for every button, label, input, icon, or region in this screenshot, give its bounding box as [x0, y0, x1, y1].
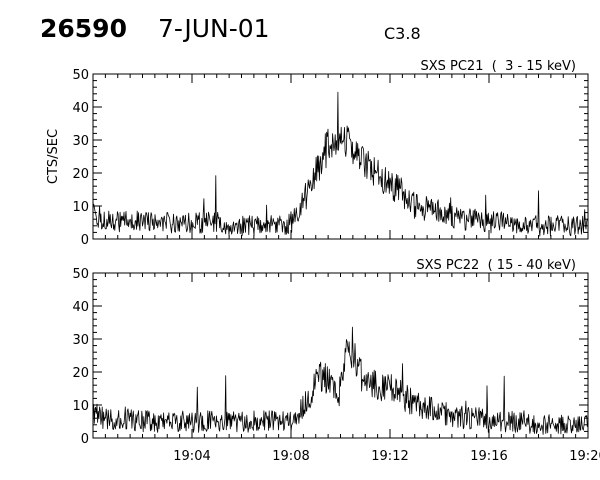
- y-tick-label: 50: [72, 267, 89, 282]
- y-tick-label: 40: [72, 101, 89, 116]
- y-tick-label: 30: [72, 333, 89, 348]
- chart-panel-1: 0 10 20 30 40 50 SXS PC21 ( 3 - 15 keV) CTS/SEC: [46, 59, 589, 248]
- y-tick-label: 30: [72, 134, 89, 149]
- y-axis-label: CTS/SEC: [46, 129, 61, 184]
- y-tick-label: 50: [72, 68, 89, 83]
- x-tick-label: 19:16: [470, 449, 507, 464]
- y-tick-label: 10: [72, 200, 89, 215]
- chart-panel-2: 0 10 20 30 40 50 19:04 19:08 19:12 19:16 19:20 SXS …: [72, 258, 600, 464]
- x-tick-label: 19:20: [569, 449, 600, 464]
- y-tick-label: 0: [81, 233, 89, 248]
- series-line: [92, 326, 588, 435]
- event-id: 26590: [40, 14, 127, 43]
- y-tick-label: 10: [72, 399, 89, 414]
- series-line: [92, 91, 588, 237]
- y-tick-label: 0: [81, 432, 89, 447]
- panel-title: SXS PC21 ( 3 - 15 keV): [420, 59, 576, 74]
- panel-title: SXS PC22 ( 15 - 40 keV): [416, 258, 576, 273]
- x-tick-label: 19:12: [371, 449, 408, 464]
- y-tick-label: 40: [72, 300, 89, 315]
- x-tick-label: 19:04: [173, 449, 210, 464]
- x-tick-label: 19:08: [272, 449, 309, 464]
- flare-class: C3.8: [384, 24, 421, 43]
- y-tick-label: 20: [72, 366, 89, 381]
- plot-frame: [92, 73, 589, 240]
- event-date: 7-JUN-01: [158, 14, 270, 43]
- y-tick-label: 20: [72, 167, 89, 182]
